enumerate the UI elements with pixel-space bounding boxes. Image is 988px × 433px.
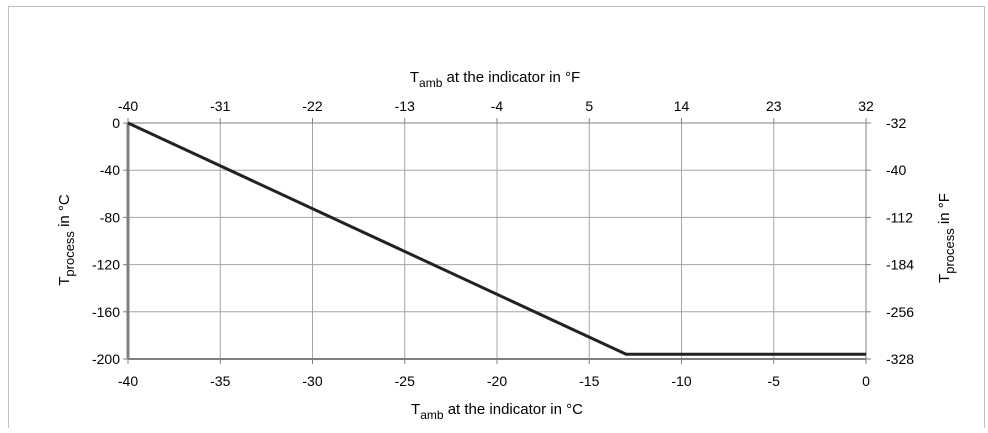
- series-line: [127, 121, 866, 356]
- x-bottom-tick-label: 0: [862, 373, 870, 389]
- y-left-label-main: T: [56, 277, 73, 286]
- y-right-label-sub: process: [942, 228, 957, 274]
- x-top-label-sub: amb: [419, 76, 443, 90]
- x-top-tick-label: 32: [858, 98, 874, 114]
- x-top-tick-label: 5: [585, 98, 593, 114]
- y-right-tick-label: -328: [886, 351, 914, 367]
- x-top-tick-label: -22: [302, 98, 322, 114]
- y-right-axis-title: Tprocess in °F: [936, 193, 957, 283]
- y-right-tick-label: -256: [886, 304, 914, 320]
- y-right-tick-label: -112: [886, 209, 913, 225]
- x-bottom-label-rest: at the indicator in °C: [444, 401, 584, 418]
- y-left-tick-label: -200: [92, 351, 120, 367]
- series-layer: [127, 121, 866, 356]
- y-right-tick-label: -184: [886, 257, 914, 273]
- x-top-label-rest: at the indicator in °F: [442, 69, 580, 86]
- axes: [123, 118, 871, 364]
- x-bottom-tick-label: -25: [395, 373, 415, 389]
- y-left-tick-label: -120: [92, 257, 120, 273]
- y-left-axis-title: Tprocess in °C: [56, 194, 77, 286]
- x-top-tick-label: -13: [395, 98, 415, 114]
- y-left-tick-label: -40: [100, 162, 120, 178]
- x-bottom-tick-label: -15: [579, 373, 599, 389]
- y-left-label-sub: process: [62, 231, 77, 277]
- y-right-label-main: T: [936, 274, 953, 283]
- y-right-label-rest: in °F: [936, 193, 953, 228]
- y-left-label-rest: in °C: [56, 194, 73, 231]
- x-bottom-tick-label: -5: [768, 373, 781, 389]
- x-top-tick-label: -4: [491, 98, 504, 114]
- x-top-tick-label: -40: [118, 98, 138, 114]
- x-bottom-label-sub: amb: [420, 408, 444, 422]
- x-bottom-tick-label: -10: [671, 373, 691, 389]
- y-right-tick-label: -40: [886, 162, 906, 178]
- x-top-tick-label: 14: [674, 98, 690, 114]
- x-bottom-axis-title: Tamb at the indicator in °C: [411, 401, 583, 422]
- x-top-tick-label: 23: [766, 98, 782, 114]
- y-left-tick-label: 0: [112, 115, 120, 131]
- grid-lines: [127, 122, 867, 360]
- x-bottom-tick-label: -30: [302, 373, 322, 389]
- x-bottom-tick-label: -35: [210, 373, 230, 389]
- chart-border: [8, 6, 985, 433]
- x-top-axis-title: Tamb at the indicator in °F: [410, 69, 580, 90]
- y-left-tick-label: -80: [100, 209, 120, 225]
- x-top-tick-label: -31: [210, 98, 230, 114]
- y-left-tick-label: -160: [92, 304, 120, 320]
- tick-labels: -40 -40 -35 -31 -30 -22 -25 -13 -20 -4 -15 5 -10 14 -5…: [92, 98, 914, 389]
- x-bottom-tick-label: -40: [118, 373, 138, 389]
- x-top-label-main: T: [410, 69, 419, 86]
- y-right-tick-label: -32: [886, 115, 906, 131]
- x-bottom-label-main: T: [411, 401, 420, 418]
- x-bottom-tick-label: -20: [487, 373, 507, 389]
